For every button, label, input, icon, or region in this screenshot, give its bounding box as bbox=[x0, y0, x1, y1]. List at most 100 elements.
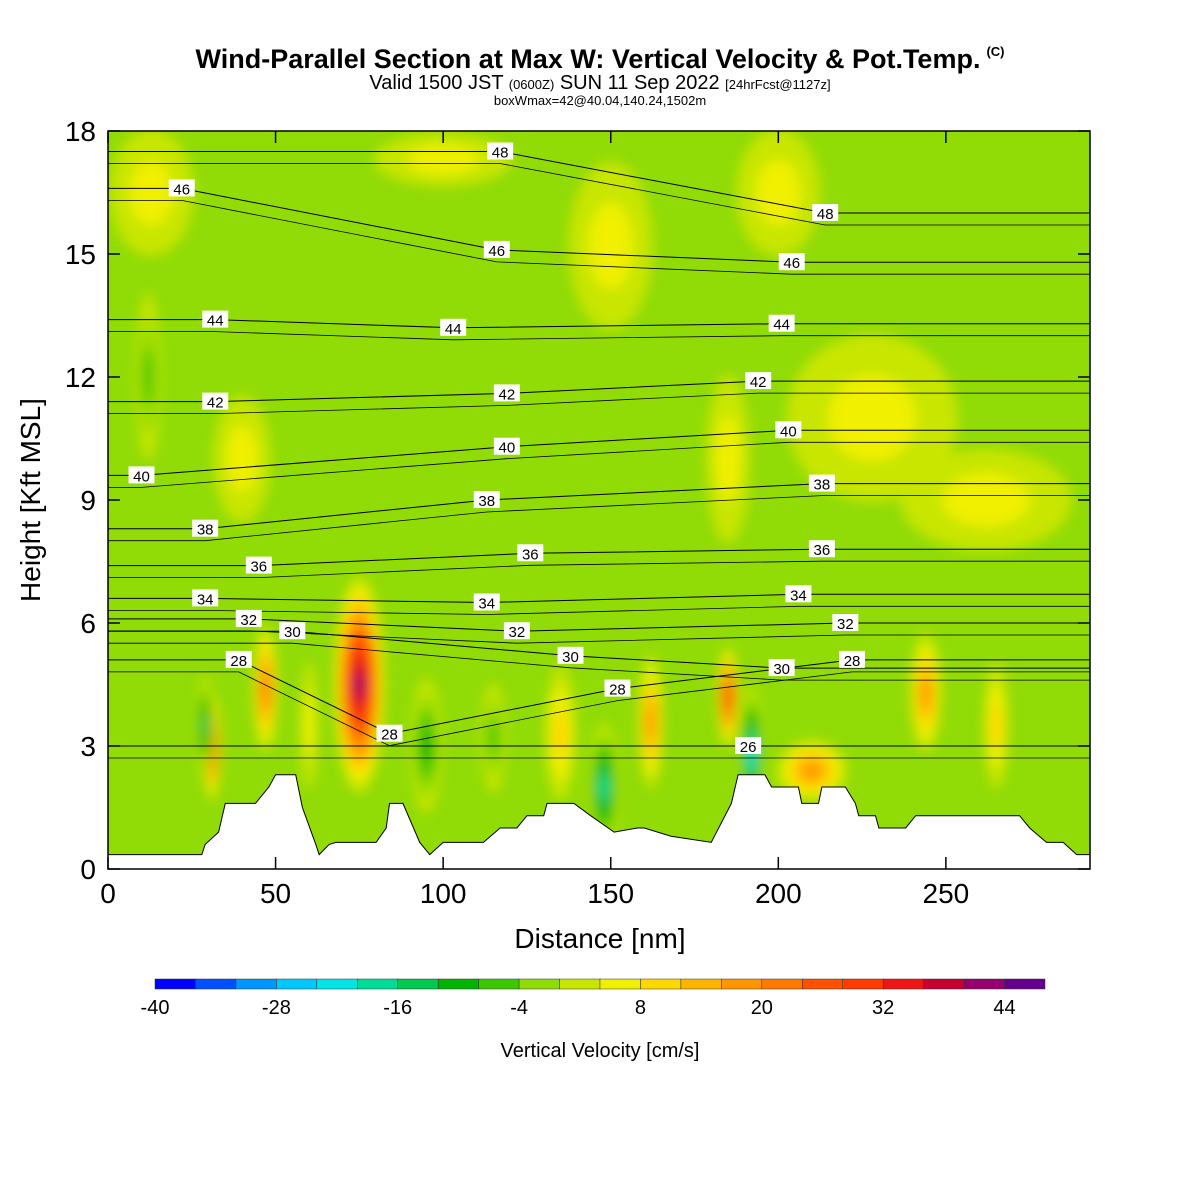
contour-label: 44 bbox=[202, 310, 229, 330]
contour-label-box bbox=[768, 659, 795, 677]
contour-label-text: 42 bbox=[498, 386, 515, 403]
contour-label: 30 bbox=[279, 622, 306, 641]
colorbar-swatch bbox=[276, 978, 318, 990]
velocity-cell bbox=[599, 774, 609, 800]
contour-label-text: 30 bbox=[773, 661, 790, 678]
contour-label-text: 40 bbox=[498, 440, 515, 457]
contour-label-text: 44 bbox=[445, 321, 462, 338]
theta-contour-minor bbox=[108, 392, 1090, 414]
contour-label: 40 bbox=[128, 466, 155, 485]
colorbar-swatch bbox=[640, 978, 682, 990]
velocity-cell bbox=[990, 703, 1002, 748]
contour-label-box bbox=[517, 544, 544, 562]
contour-label-text: 32 bbox=[240, 612, 257, 629]
colorbar-swatch bbox=[923, 978, 965, 990]
velocity-cell bbox=[715, 416, 741, 502]
colorbar-swatch bbox=[599, 978, 641, 990]
contour-label-box bbox=[473, 491, 500, 508]
contour-label: 34 bbox=[192, 589, 219, 608]
colorbar-swatch bbox=[761, 978, 803, 990]
contour-label: 46 bbox=[168, 179, 195, 198]
contour-label-text: 32 bbox=[509, 624, 526, 641]
contour-label-box bbox=[808, 540, 835, 558]
contour-label-box bbox=[202, 310, 229, 328]
contour-label-text: 36 bbox=[522, 546, 539, 563]
y-tick-label: 3 bbox=[80, 731, 96, 762]
contour-label-text: 38 bbox=[814, 477, 831, 494]
theta-contour-minor bbox=[108, 163, 1090, 226]
contour-label: 32 bbox=[503, 622, 530, 641]
contour-label: 48 bbox=[812, 204, 839, 223]
contour-label-box bbox=[808, 474, 835, 492]
velocity-cell bbox=[488, 718, 499, 758]
contour-label-text: 30 bbox=[562, 649, 579, 666]
contour-label-box bbox=[376, 724, 403, 742]
valid-time-line: Valid 1500 JST (0600Z) SUN 11 Sep 2022 [… bbox=[0, 72, 1200, 95]
colorbar-tick-label: -40 bbox=[141, 997, 170, 1019]
contour-label-text: 46 bbox=[783, 255, 800, 272]
colorbar-swatch bbox=[882, 978, 924, 990]
plot-area: 48 48 46 46 46 44 44 44 42 42 42 40 40 40 38 38 38 36 36 36… bbox=[108, 131, 1090, 869]
contour-label: 28 bbox=[604, 679, 631, 699]
contour-label-box bbox=[192, 519, 219, 537]
valid-date: SUN 11 Sep 2022 bbox=[559, 72, 720, 94]
contour-label: 26 bbox=[735, 737, 762, 756]
terrain bbox=[108, 774, 1090, 869]
contour-label: 28 bbox=[376, 724, 403, 744]
velocity-field bbox=[109, 131, 1072, 851]
contour-label-text: 28 bbox=[609, 682, 626, 699]
theta-contour-minor bbox=[108, 495, 1090, 542]
velocity-cell bbox=[226, 426, 258, 492]
contour-label-box bbox=[557, 646, 584, 664]
contour-label-text: 34 bbox=[197, 591, 214, 608]
contour-label-text: 48 bbox=[817, 206, 834, 223]
velocity-cell bbox=[921, 679, 931, 707]
contour-label: 42 bbox=[745, 372, 772, 391]
x-tick-label: 0 bbox=[100, 878, 116, 909]
contour-label-box bbox=[785, 585, 812, 603]
contour-label-text: 40 bbox=[780, 423, 797, 440]
contour-label-box bbox=[192, 589, 219, 607]
contour-label: 34 bbox=[785, 585, 812, 604]
contour-label: 42 bbox=[493, 384, 520, 403]
contour-label-text: 46 bbox=[488, 243, 505, 260]
y-tick-label: 15 bbox=[65, 239, 96, 270]
contour-label: 40 bbox=[775, 421, 802, 440]
contour-label: 46 bbox=[778, 253, 805, 272]
contour-label-box bbox=[235, 609, 262, 627]
contour-label-text: 34 bbox=[790, 587, 807, 604]
colorbar-label: Vertical Velocity [cm/s] bbox=[501, 1040, 700, 1062]
contour-label: 38 bbox=[192, 519, 219, 539]
velocity-cell bbox=[724, 688, 732, 705]
contour-label-box bbox=[768, 314, 795, 332]
contour-label-text: 40 bbox=[133, 468, 150, 485]
velocity-cell bbox=[828, 375, 917, 461]
contour-label: 38 bbox=[808, 474, 835, 494]
theta-contour-48 bbox=[108, 151, 1090, 214]
y-tick-label: 18 bbox=[65, 116, 96, 147]
contour-labels: 48 48 46 46 46 44 44 44 42 42 42 40 40 40 38 38 38 36 36 36… bbox=[128, 142, 866, 756]
contour-label-text: 32 bbox=[837, 616, 854, 633]
contour-label: 32 bbox=[832, 614, 859, 633]
velocity-cell bbox=[942, 473, 1030, 527]
x-tick-label: 200 bbox=[755, 878, 802, 909]
contour-label-text: 44 bbox=[773, 317, 790, 334]
x-tick-label: 250 bbox=[923, 878, 970, 909]
velocity-cell bbox=[588, 202, 633, 289]
colorbar-swatch bbox=[195, 978, 237, 990]
contour-label-box bbox=[775, 421, 802, 439]
colorbar-swatch bbox=[842, 978, 884, 990]
contour-label-box bbox=[604, 679, 631, 697]
contour-label-box bbox=[168, 179, 195, 197]
y-axis-label: Height [Kft MSL] bbox=[15, 398, 46, 602]
colorbar-swatch bbox=[154, 978, 196, 990]
theta-contours bbox=[108, 151, 1090, 759]
contour-label-text: 28 bbox=[844, 653, 861, 670]
colorbar-swatch bbox=[478, 978, 520, 990]
contour-label-box bbox=[745, 372, 772, 390]
colorbar-swatch bbox=[397, 978, 439, 990]
contour-label: 30 bbox=[557, 646, 584, 666]
contour-label: 48 bbox=[487, 142, 514, 162]
contour-label-box bbox=[493, 384, 520, 402]
